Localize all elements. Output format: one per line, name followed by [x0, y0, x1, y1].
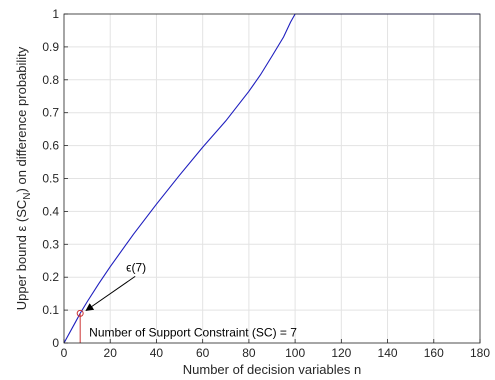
y-axis-label-prefix: Upper bound [14, 232, 29, 311]
marker-point [76, 309, 84, 317]
y-axis-label-epsilon: ε [14, 226, 29, 232]
x-tick-label: 180 [470, 346, 490, 360]
x-axis-label: Number of decision variables n [183, 362, 361, 377]
y-axis-label-paren-close: ) [14, 188, 29, 192]
y-tick-label: 1 [52, 7, 59, 21]
y-tick-label: 0.5 [42, 172, 59, 186]
annotation-arrow [85, 275, 136, 311]
x-tick-label: 120 [331, 346, 351, 360]
y-tick-label: 0.6 [42, 139, 59, 153]
x-tick-label: 160 [424, 346, 444, 360]
x-tick-label: 40 [150, 346, 164, 360]
x-tick-label: 60 [196, 346, 210, 360]
x-tick-label: 140 [378, 346, 398, 360]
y-tick-label: 0.4 [42, 204, 59, 218]
y-tick-label: 0 [52, 336, 59, 350]
y-tick-label: 0.7 [42, 106, 59, 120]
annotation-layer [76, 275, 136, 343]
y-tick-label: 0.2 [42, 270, 59, 284]
y-tick-label: 0.3 [42, 237, 59, 251]
y-tick-labels: 0 0.1 0.2 0.3 0.4 0.5 0.6 0.7 0.8 0.9 1 [42, 7, 68, 350]
x-tick-label: 80 [242, 346, 256, 360]
y-tick-label: 0.8 [42, 73, 59, 87]
y-tick-label: 0.1 [42, 303, 59, 317]
y-axis-label-sc: SC [14, 200, 29, 218]
sc-annotation-label: Number of Support Constraint (SC) = 7 [89, 325, 297, 339]
x-tick-labels: 0 20 40 60 80 100 120 140 160 180 [61, 339, 490, 360]
x-tick-label: 0 [61, 346, 68, 360]
epsilon-annotation-label: ϵ(7) [126, 260, 146, 274]
x-tick-label: 100 [285, 346, 305, 360]
grid [63, 13, 481, 344]
y-axis-label-subscript: N [22, 192, 33, 199]
x-tick-label: 20 [104, 346, 118, 360]
y-axis-label-paren-open: ( [14, 217, 29, 226]
y-axis-label: Upper bound ε (SCN) on difference probab… [14, 46, 33, 310]
y-tick-label: 0.9 [42, 40, 59, 54]
y-axis-label-suffix: on difference probability [14, 46, 29, 188]
